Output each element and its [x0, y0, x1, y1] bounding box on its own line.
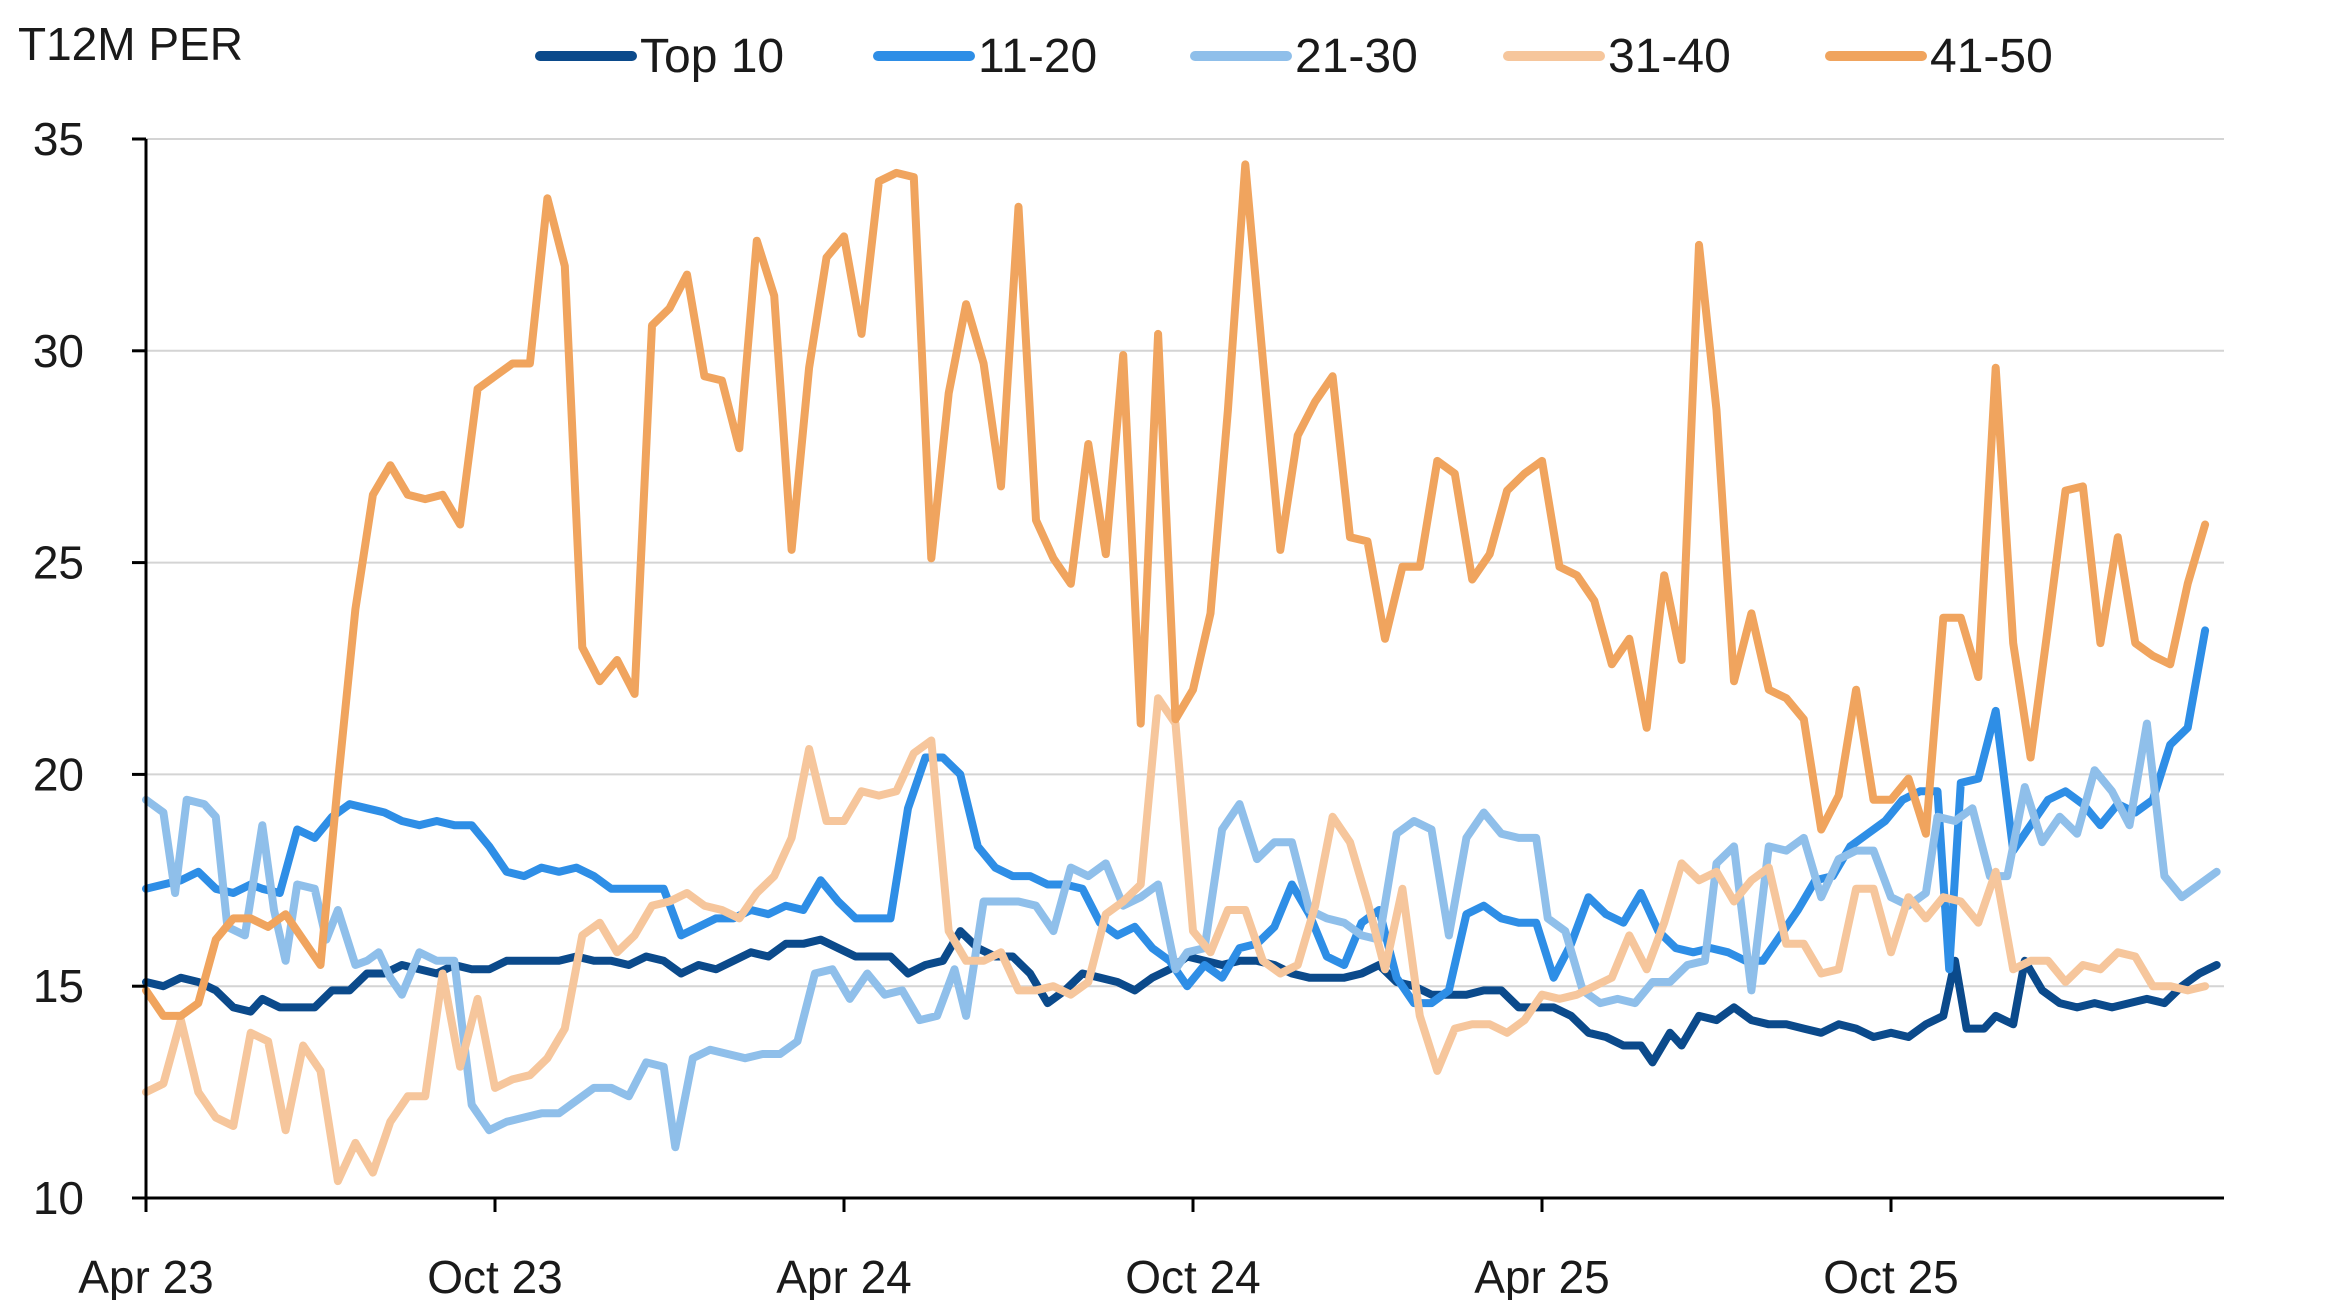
x-tick-label: Apr 23	[78, 1251, 214, 1300]
legend-item-41-50: 41-50	[1825, 30, 2053, 83]
legend-label: 41-50	[1930, 30, 2053, 83]
x-tick-label: Oct 24	[1125, 1251, 1261, 1300]
y-tick-label: 25	[33, 537, 84, 589]
gridlines	[146, 138, 2224, 988]
x-tick-label: Apr 24	[776, 1251, 912, 1300]
legend-label: Top 10	[640, 30, 784, 83]
y-axis-title: T12M PER	[18, 18, 243, 70]
series-line-41-50	[142, 160, 2210, 1020]
legend-item-21-30: 21-30	[1190, 30, 1418, 83]
legend-label: 31-40	[1608, 30, 1731, 83]
legend-label: 11-20	[978, 30, 1097, 83]
series-line-top-10	[142, 927, 2221, 1067]
y-tick-label: 10	[33, 1172, 84, 1224]
series-layer	[142, 160, 2221, 1186]
series-line-31-40	[142, 694, 2210, 1186]
series-line-11-20	[142, 626, 2210, 1008]
axes	[132, 137, 2224, 1212]
legend-item-31-40: 31-40	[1503, 30, 1731, 83]
legend-item-11-20: 11-20	[873, 30, 1097, 83]
legend-item-top-10: Top 10	[535, 30, 784, 83]
x-tick-label: Apr 25	[1474, 1251, 1610, 1300]
legend: Top 10 11-20 21-30 31-40 41-50	[535, 30, 2053, 83]
y-tick-label: 35	[33, 113, 84, 165]
legend-label: 21-30	[1295, 30, 1418, 83]
y-tick-label: 15	[33, 960, 84, 1012]
y-tick-label: 30	[33, 325, 84, 377]
x-tick-label: Oct 23	[427, 1251, 563, 1300]
y-tick-label: 20	[33, 748, 84, 800]
tick-labels: 10 15 20 25 30 35 Apr 23 Oct 23 Apr 24 Oct 24 Apr …	[33, 113, 1959, 1300]
series-line-21-30	[142, 719, 2221, 1152]
x-tick-label: Oct 25	[1823, 1251, 1959, 1300]
